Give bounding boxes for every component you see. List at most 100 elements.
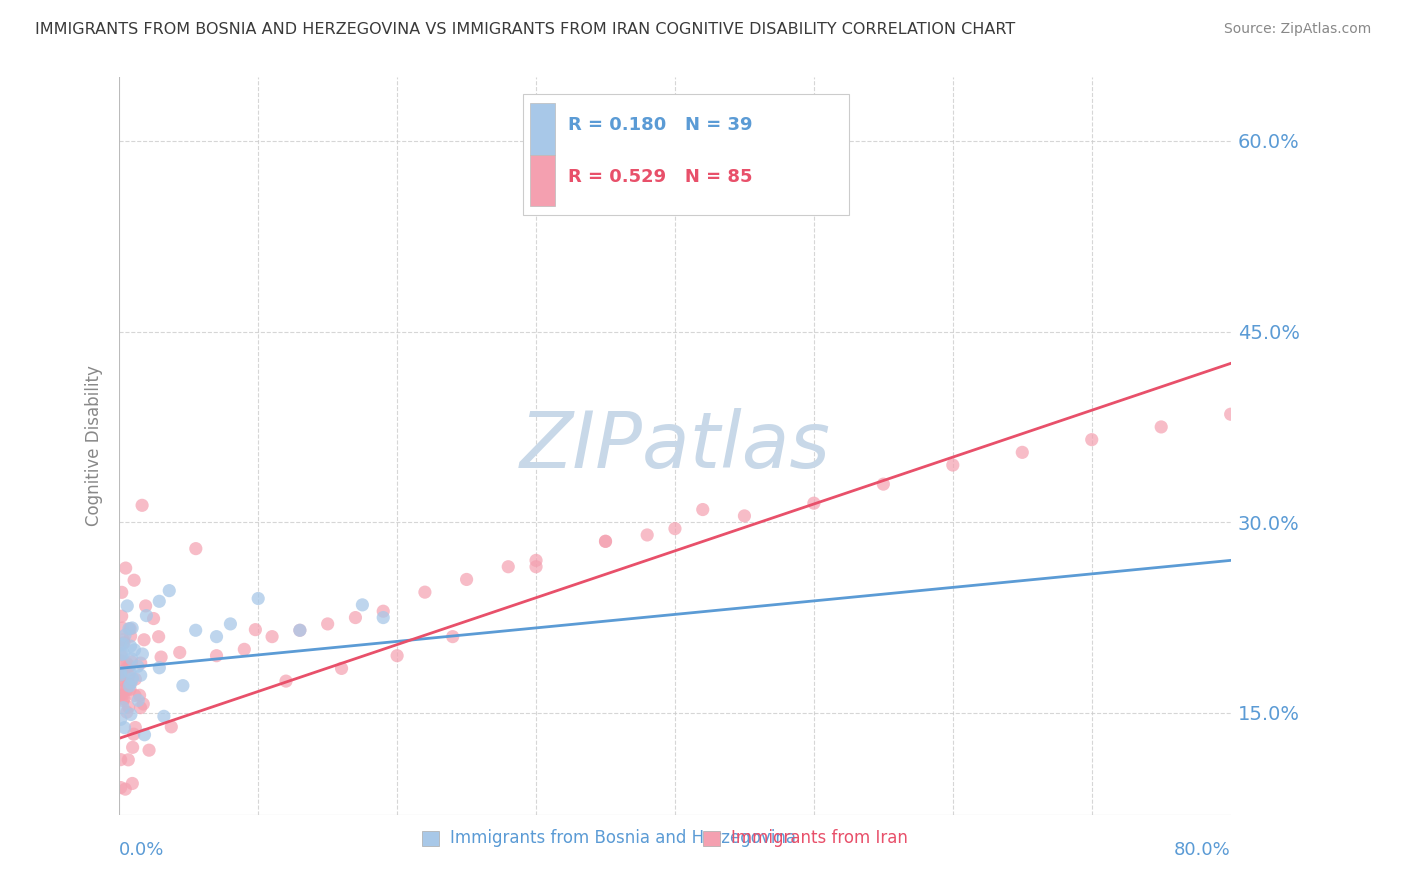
Point xyxy=(274,674,297,689)
Point xyxy=(124,643,146,657)
Point xyxy=(111,621,134,635)
Point xyxy=(110,648,132,662)
Point xyxy=(385,648,408,663)
Point xyxy=(118,659,141,673)
Point xyxy=(233,642,256,657)
Point xyxy=(135,599,157,613)
Point xyxy=(316,616,339,631)
Point xyxy=(112,637,135,651)
Point xyxy=(110,665,132,680)
Point xyxy=(120,639,142,653)
Point xyxy=(114,561,136,575)
Point xyxy=(129,656,152,670)
Point xyxy=(524,559,547,574)
Point xyxy=(153,709,176,723)
Text: Immigrants from Iran: Immigrants from Iran xyxy=(731,830,908,847)
Point xyxy=(127,693,149,707)
Point xyxy=(373,610,395,624)
Text: 0.0%: 0.0% xyxy=(120,841,165,859)
Point xyxy=(128,688,150,702)
Point xyxy=(134,728,156,742)
Point xyxy=(135,608,157,623)
Point xyxy=(111,648,134,662)
Point xyxy=(117,660,139,674)
Point xyxy=(330,661,353,675)
Point xyxy=(110,638,132,652)
Text: R = 0.180   N = 39: R = 0.180 N = 39 xyxy=(568,116,752,135)
Point xyxy=(184,541,207,556)
Point xyxy=(112,632,135,647)
Point xyxy=(496,559,519,574)
Point xyxy=(110,673,132,687)
Point xyxy=(110,753,132,767)
Point xyxy=(692,502,714,516)
Point xyxy=(524,553,547,567)
Point xyxy=(112,694,135,708)
Point xyxy=(184,624,207,638)
Point xyxy=(1150,420,1173,434)
Point xyxy=(595,534,617,549)
Point xyxy=(112,700,135,714)
Point xyxy=(118,622,141,636)
Point xyxy=(121,672,143,686)
Text: Immigrants from Bosnia and Herzegovina: Immigrants from Bosnia and Herzegovina xyxy=(450,830,796,847)
Bar xyxy=(530,103,555,155)
Point xyxy=(122,573,145,587)
Point xyxy=(1219,407,1241,421)
Point xyxy=(115,705,138,719)
Point xyxy=(120,622,142,636)
Point xyxy=(148,630,170,644)
Point xyxy=(114,628,136,642)
Point xyxy=(169,645,191,659)
Point xyxy=(121,652,143,666)
Point xyxy=(132,697,155,711)
Point xyxy=(803,496,825,510)
Point xyxy=(111,585,134,599)
Point xyxy=(115,678,138,692)
Point xyxy=(131,499,153,513)
Point xyxy=(118,668,141,682)
Point xyxy=(118,676,141,690)
FancyBboxPatch shape xyxy=(523,95,849,215)
Point xyxy=(150,650,173,665)
Point xyxy=(111,689,134,703)
Point xyxy=(124,672,146,686)
Text: IMMIGRANTS FROM BOSNIA AND HERZEGOVINA VS IMMIGRANTS FROM IRAN COGNITIVE DISABIL: IMMIGRANTS FROM BOSNIA AND HERZEGOVINA V… xyxy=(35,22,1015,37)
Point xyxy=(373,604,395,618)
Point xyxy=(120,707,142,722)
Point xyxy=(121,740,143,755)
Point xyxy=(121,776,143,790)
Point xyxy=(112,691,135,706)
Point xyxy=(110,688,132,702)
Point xyxy=(205,630,228,644)
Point xyxy=(1080,433,1102,447)
Point xyxy=(110,665,132,679)
Point xyxy=(157,583,180,598)
Point xyxy=(413,585,436,599)
Point xyxy=(148,661,170,675)
Point xyxy=(129,700,152,714)
Point xyxy=(205,648,228,663)
Point xyxy=(148,594,170,608)
Point xyxy=(1247,235,1270,250)
Point xyxy=(112,681,135,696)
Y-axis label: Cognitive Disability: Cognitive Disability xyxy=(86,366,103,526)
Point xyxy=(664,522,686,536)
Point xyxy=(110,712,132,726)
Point xyxy=(172,679,194,693)
Point xyxy=(288,624,311,638)
Point xyxy=(124,689,146,703)
Point xyxy=(245,623,267,637)
Point xyxy=(110,780,132,795)
Point xyxy=(112,636,135,650)
Point xyxy=(160,720,183,734)
Point xyxy=(117,700,139,714)
Point xyxy=(122,727,145,741)
Point xyxy=(112,647,135,661)
Point xyxy=(262,630,284,644)
Bar xyxy=(530,155,555,206)
Point xyxy=(110,668,132,682)
Point xyxy=(733,508,755,523)
Point xyxy=(124,721,146,735)
Text: ZIPatlas: ZIPatlas xyxy=(520,408,831,484)
